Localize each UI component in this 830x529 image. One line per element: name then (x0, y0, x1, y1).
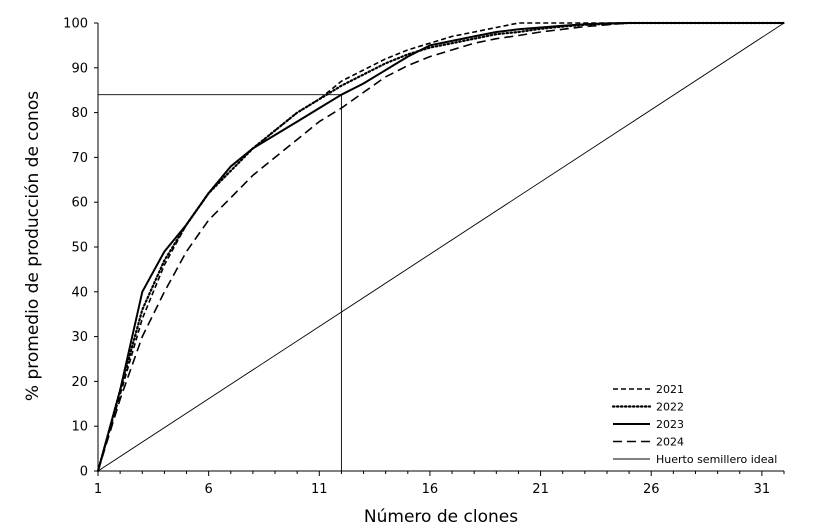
legend-label: 2024 (656, 436, 684, 449)
legend: 2021 2022 2023 2024 Huerto semillero ideal (611, 383, 777, 466)
y-axis-title: % promedio de producción de conos (23, 91, 43, 401)
y-tick-label: 20 (71, 375, 88, 390)
series-line-2024 (97, 22, 784, 472)
x-tick-label: 16 (422, 482, 439, 497)
series-lines (96, 21, 786, 473)
legend-label: Huerto semillero ideal (656, 453, 777, 466)
y-tick-label: 0 (80, 465, 88, 480)
y-tick-label: 90 (71, 61, 88, 76)
reference-lines (98, 94, 342, 471)
legend-label: 2021 (656, 383, 684, 396)
y-tick-label: 80 (71, 106, 88, 121)
y-tick-label: 30 (71, 330, 88, 345)
x-tick-label: 1 (94, 482, 102, 497)
axes (94, 22, 785, 476)
y-tick-label: 70 (71, 151, 88, 166)
y-tick-label: 40 (71, 285, 88, 300)
legend-label: 2022 (656, 401, 684, 414)
x-tick-label: 31 (754, 482, 771, 497)
y-tick-label: 60 (71, 196, 88, 211)
x-tick-label: 6 (205, 482, 213, 497)
legend-label: 2023 (656, 418, 684, 431)
series-line-huerto-semillero-ideal (97, 22, 785, 472)
x-tick-label: 26 (643, 482, 660, 497)
y-tick-label: 50 (71, 241, 88, 256)
y-tick-labels: 0 10 20 30 40 50 60 70 80 90 100 (63, 17, 88, 480)
series-line-2023 (97, 22, 784, 472)
x-tick-labels: 1 6 11 16 21 26 31 (94, 482, 770, 497)
x-tick-label: 21 (532, 482, 549, 497)
y-tick-label: 10 (71, 420, 88, 435)
x-tick-label: 11 (311, 482, 328, 497)
x-axis-title: Número de clones (364, 507, 518, 527)
y-tick-label: 100 (63, 17, 88, 32)
